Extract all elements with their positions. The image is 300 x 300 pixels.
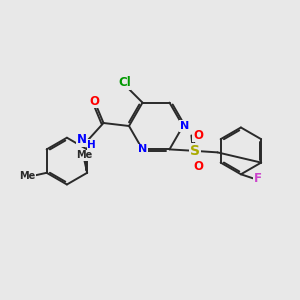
Text: N: N — [77, 133, 87, 146]
Text: F: F — [254, 172, 262, 185]
Text: O: O — [193, 160, 203, 173]
Text: S: S — [190, 144, 200, 158]
Text: O: O — [89, 95, 100, 108]
Text: O: O — [193, 129, 203, 142]
Text: N: N — [180, 121, 189, 131]
Text: Me: Me — [20, 171, 36, 181]
Text: Cl: Cl — [118, 76, 131, 89]
Text: H: H — [87, 140, 96, 150]
Text: Me: Me — [76, 150, 92, 160]
Text: N: N — [138, 144, 147, 154]
